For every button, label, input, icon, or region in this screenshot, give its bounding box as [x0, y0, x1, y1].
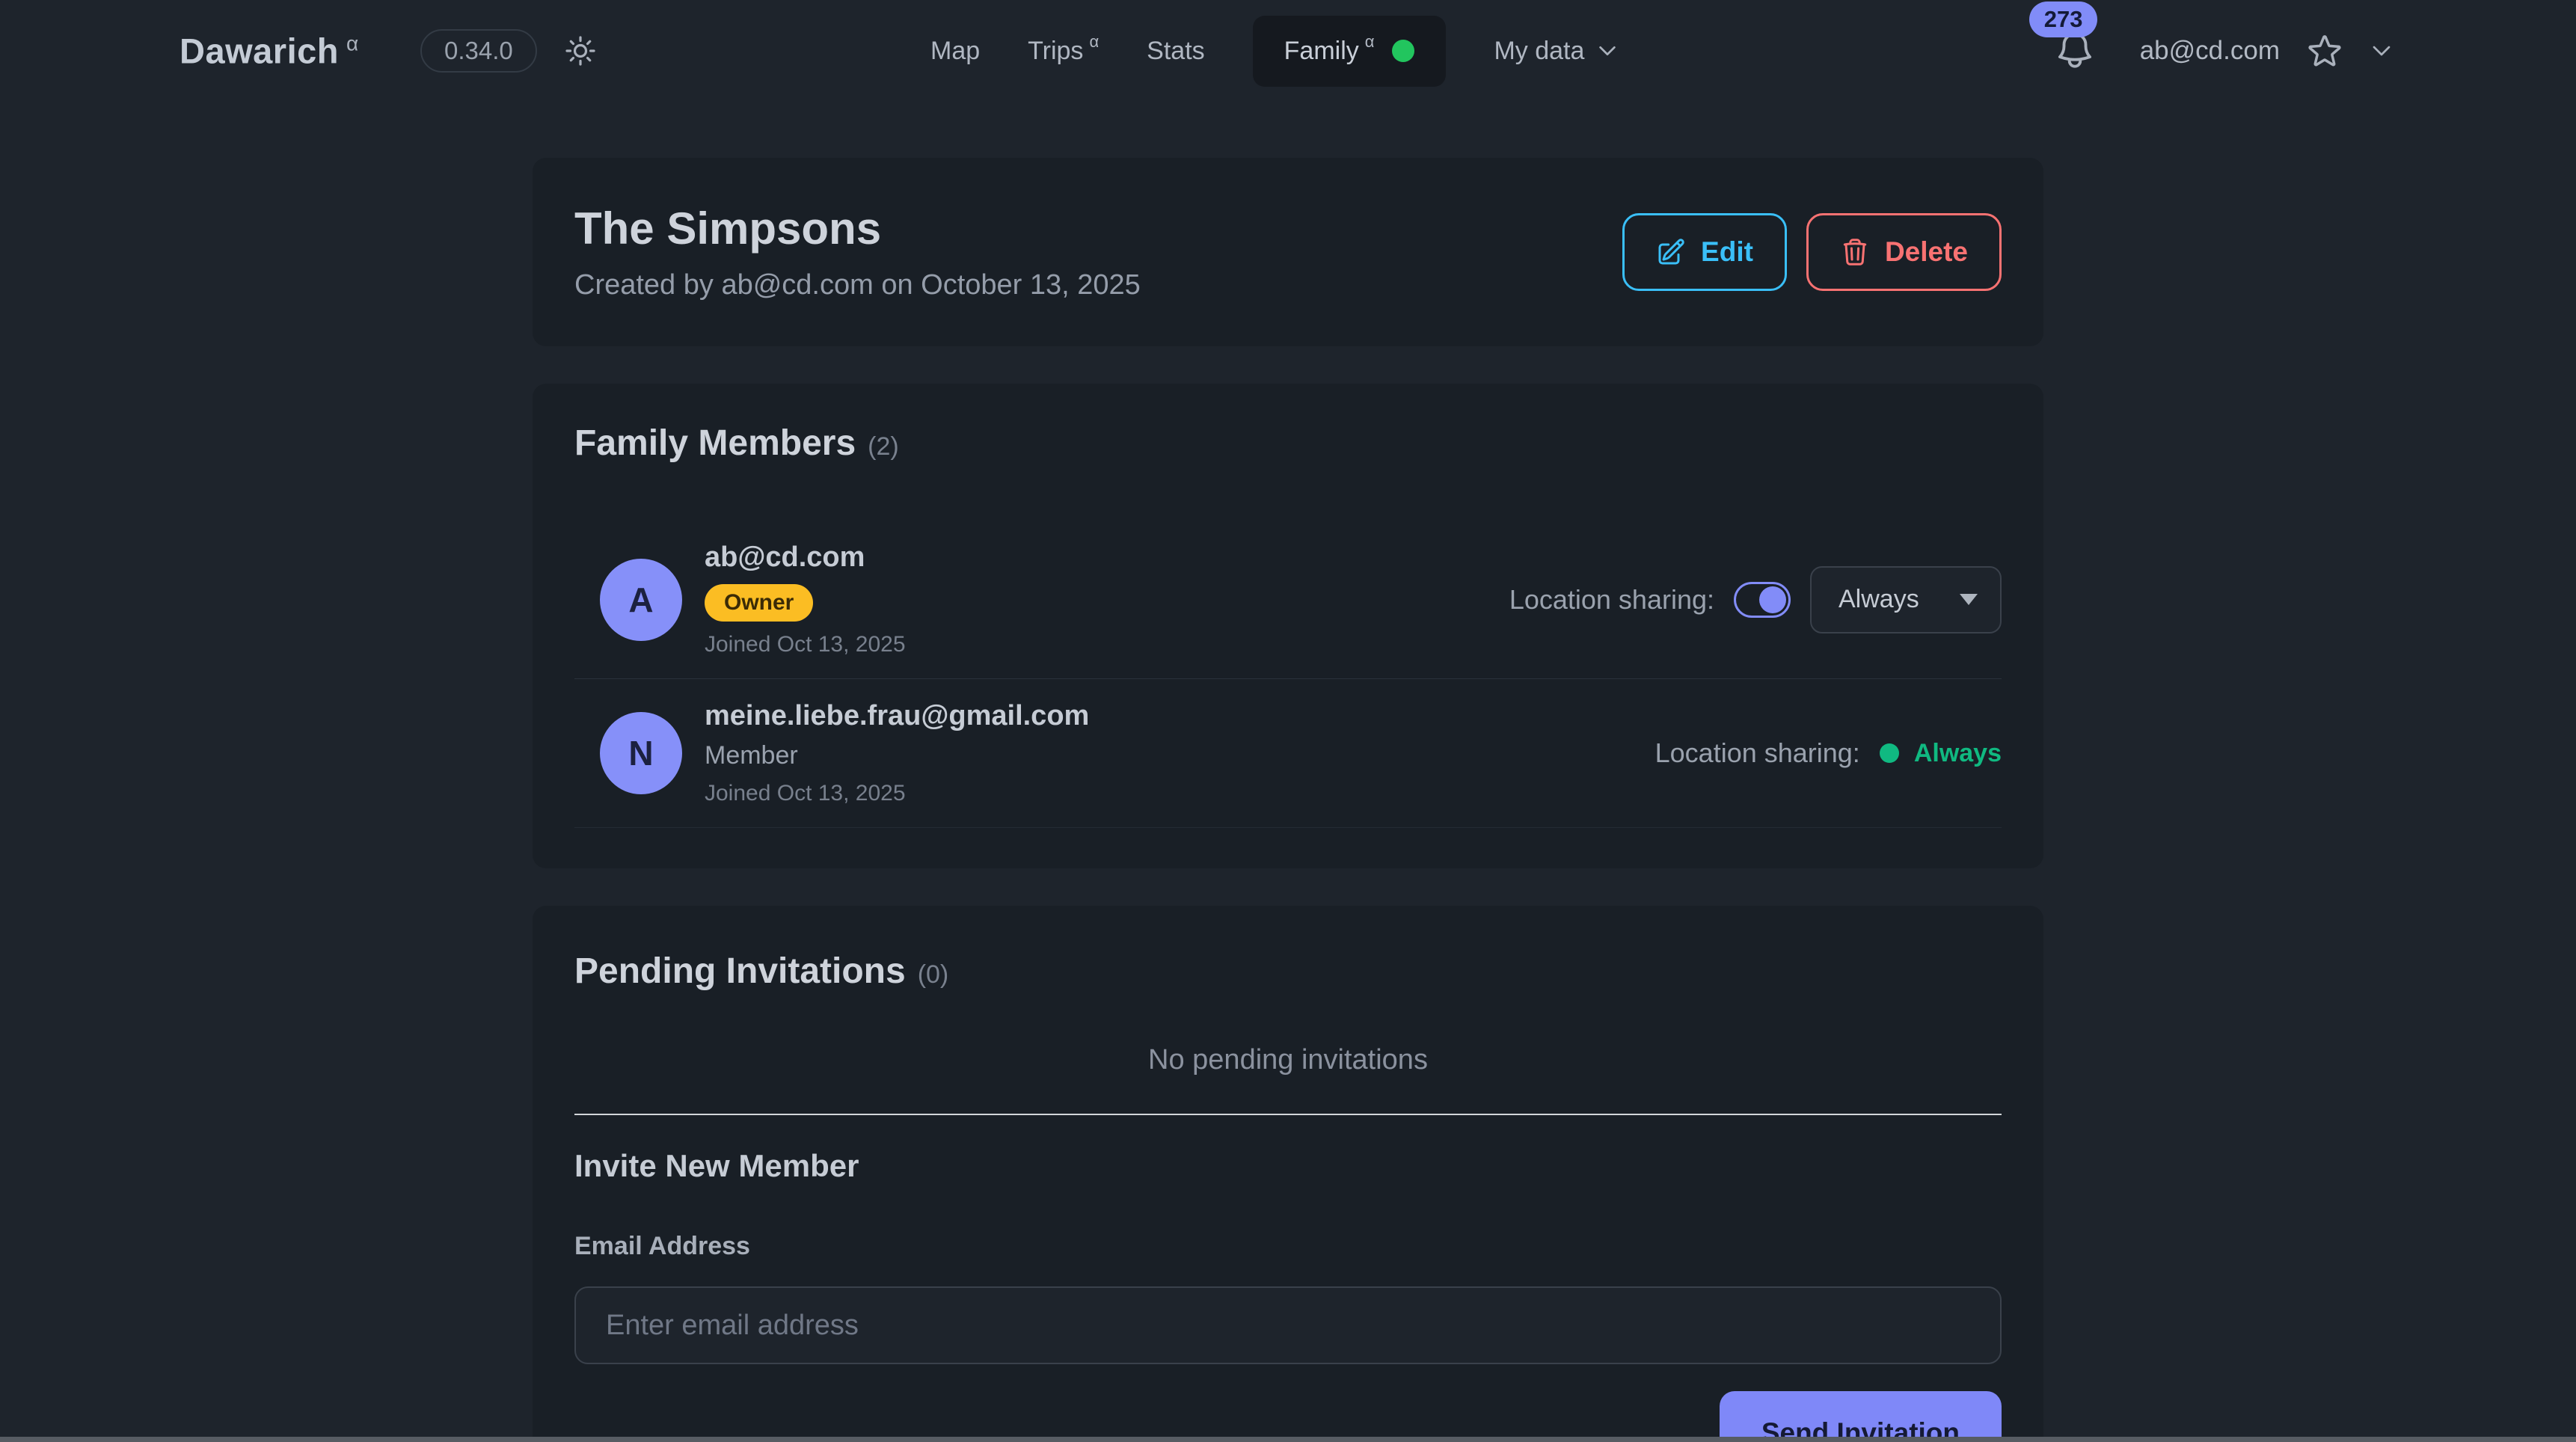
notifications-button[interactable]: 273 [2028, 1, 2098, 74]
family-summary-card: The Simpsons Created by ab@cd.com on Oct… [533, 158, 2043, 346]
family-summary-text: The Simpsons Created by ab@cd.com on Oct… [574, 203, 1141, 301]
submit-row: Send Invitation [574, 1391, 2002, 1442]
trash-icon [1843, 239, 1867, 266]
user-email: ab@cd.com [2139, 36, 2280, 65]
app-logo[interactable]: Dawarich α [180, 31, 359, 72]
delete-button-label: Delete [1884, 236, 1968, 267]
members-list: A ab@cd.com Owner Joined Oct 13, 2025 Lo… [574, 521, 2002, 828]
favorite-button[interactable] [2305, 31, 2344, 70]
members-count: (2) [868, 432, 899, 461]
nav-stats-label: Stats [1147, 36, 1205, 65]
sun-icon [565, 36, 595, 66]
version-badge: 0.34.0 [420, 29, 537, 73]
notification-count-badge: 273 [2028, 1, 2098, 37]
member-row-owner: A ab@cd.com Owner Joined Oct 13, 2025 Lo… [574, 521, 2002, 679]
avatar: A [600, 558, 682, 641]
family-members-card: Family Members (2) A ab@cd.com Owner Joi… [533, 384, 2043, 868]
member-info: ab@cd.com Owner Joined Oct 13, 2025 [705, 541, 906, 657]
sharing-frequency-value: Always [1839, 585, 1919, 613]
app-logo-alpha: α [346, 31, 359, 55]
nav-my-data-label: My data [1494, 36, 1585, 65]
sharing-status: Location sharing: Always [1655, 737, 2002, 769]
email-address-label: Email Address [574, 1232, 750, 1260]
nav-item-map[interactable]: Map [930, 37, 980, 66]
family-active-dot [1392, 40, 1415, 62]
family-name-title: The Simpsons [574, 203, 882, 254]
pencil-edit-icon [1658, 239, 1684, 265]
main-nav: Map Trips α Stats Family α My data [930, 0, 1619, 102]
edit-family-button[interactable]: Edit [1622, 213, 1787, 291]
sharing-controls: Location sharing: Always [1509, 565, 2002, 633]
select-caret-icon [1960, 594, 1978, 605]
member-row-member: N meine.liebe.frau@gmail.com Member Join… [574, 679, 2002, 828]
family-created-subtitle: Created by ab@cd.com on October 13, 2025 [574, 269, 1141, 301]
toggle-knob [1759, 586, 1786, 613]
member-email: ab@cd.com [705, 541, 865, 573]
invitations-heading-label: Pending Invitations [574, 951, 906, 991]
no-pending-invitations-text: No pending invitations [1148, 1044, 1428, 1076]
nav-map-label: Map [930, 36, 981, 65]
chevron-down-icon [1599, 46, 1616, 56]
send-invitation-button[interactable]: Send Invitation [1719, 1391, 2002, 1442]
header-right-group: 273 ab@cd.com [2028, 0, 2393, 102]
member-joined-date: Joined Oct 13, 2025 [705, 781, 906, 806]
location-sharing-label: Location sharing: [1509, 583, 1714, 615]
nav-item-my-data[interactable]: My data [1494, 37, 1619, 66]
member-info: meine.liebe.frau@gmail.com Member Joined… [705, 700, 1089, 806]
delete-family-button[interactable]: Delete [1806, 213, 2002, 291]
edit-button-label: Edit [1701, 236, 1753, 267]
user-menu-button[interactable] [2370, 39, 2393, 63]
app-logo-text: Dawarich [180, 31, 339, 71]
top-navbar: Dawarich α 0.34.0 Map Trips α Stats Family… [0, 0, 2576, 102]
members-heading-label: Family Members [574, 423, 856, 463]
nav-trips-label: Trips [1028, 36, 1084, 65]
member-email: meine.liebe.frau@gmail.com [705, 700, 1090, 731]
family-actions: Edit Delete [1622, 213, 2002, 291]
sharing-status-value: Always [1913, 738, 2002, 767]
location-sharing-toggle[interactable] [1734, 581, 1791, 618]
window-bottom-edge [0, 1437, 2576, 1442]
nav-item-trips[interactable]: Trips α [1028, 32, 1099, 66]
members-section-heading: Family Members (2) [574, 423, 2002, 464]
nav-family-alpha: α [1364, 32, 1375, 51]
member-joined-date: Joined Oct 13, 2025 [705, 632, 906, 657]
email-input[interactable] [574, 1286, 2002, 1364]
invitations-count: (0) [917, 960, 949, 989]
star-icon [2308, 35, 2341, 67]
pending-invitations-card: Pending Invitations (0) No pending invit… [533, 906, 2043, 1442]
family-page: The Simpsons Created by ab@cd.com on Oct… [533, 158, 2043, 1442]
nav-family-label: Family [1284, 36, 1359, 65]
sharing-status-dot [1879, 743, 1899, 763]
owner-role-badge: Owner [705, 584, 814, 622]
theme-toggle-button[interactable] [562, 33, 598, 69]
nav-item-family-active[interactable]: Family α [1252, 15, 1447, 87]
nav-item-stats[interactable]: Stats [1147, 37, 1204, 66]
chevron-down-icon [2373, 46, 2391, 56]
avatar: N [600, 712, 682, 794]
location-sharing-label: Location sharing: [1655, 737, 1860, 768]
section-divider [574, 1114, 2002, 1115]
invite-new-member-heading: Invite New Member [574, 1148, 859, 1183]
invitations-section-heading: Pending Invitations (0) [574, 951, 2002, 992]
member-role-text: Member [705, 741, 798, 770]
sharing-frequency-select[interactable]: Always [1810, 565, 2002, 633]
nav-trips-alpha: α [1089, 32, 1100, 51]
